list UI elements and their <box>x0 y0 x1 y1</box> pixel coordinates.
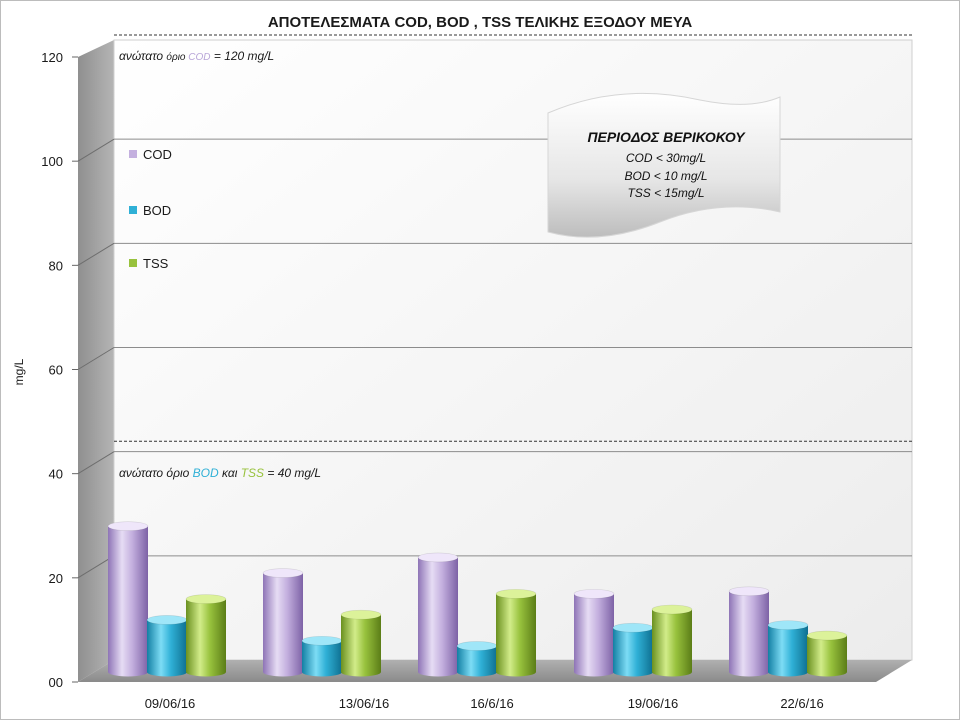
callout-shape <box>547 92 781 238</box>
bar-cod-1 <box>262 568 304 677</box>
bar-body <box>108 526 148 677</box>
callout-line-tss: TSS < 15mg/L <box>627 186 704 200</box>
callout-line-bod: BOD < 10 mg/L <box>624 169 707 183</box>
gridline-side <box>77 347 115 370</box>
callout-title: ΠΕΡΙΟΔΟΣ ΒΕΡΙΚΟΚΟΥ <box>587 129 746 145</box>
y-tick-label: 80 <box>49 258 63 273</box>
x-category-label: 19/06/16 <box>628 696 679 711</box>
bar-body <box>729 591 769 677</box>
bar-cod-0 <box>107 521 149 677</box>
bar-cod-4 <box>728 586 770 677</box>
legend-swatch-cod <box>129 150 137 158</box>
cod-limit-note: ανώτατο όριο COD = 120 mg/L <box>119 49 274 63</box>
y-tick-label: 120 <box>41 50 63 65</box>
legend-label-cod: COD <box>143 147 172 162</box>
bar-tss-0 <box>185 594 227 677</box>
bar-cap <box>107 521 149 531</box>
y-axis-label: mg/L <box>12 358 26 385</box>
bar-body <box>457 645 497 677</box>
bar-bod-4 <box>767 620 809 677</box>
bar-body <box>186 599 226 677</box>
bar-bod-1 <box>301 635 343 677</box>
bar-cap <box>417 552 459 563</box>
bar-cap <box>806 630 848 641</box>
bar-cap <box>185 594 227 604</box>
bar-cap <box>262 568 304 578</box>
bar-cap <box>146 615 188 625</box>
y-tick-label: 60 <box>49 363 63 378</box>
bar-body <box>768 625 808 677</box>
bar-cap <box>612 622 654 633</box>
bars <box>107 521 848 677</box>
gridline-side <box>77 138 115 162</box>
y-tick-label: 100 <box>41 154 63 169</box>
gridline-side <box>77 451 115 475</box>
chart-title: ΑΠΟΤΕΛΕΣΜΑΤΑ COD, BOD , TSS ΤΕΛΙΚΗΣ ΕΞΟΔ… <box>268 14 693 31</box>
callout-box: ΠΕΡΙΟΔΟΣ ΒΕΡΙΚΟΚΟΥ COD < 30mg/L BOD < 10… <box>547 92 781 238</box>
legend-label-tss: TSS <box>143 256 169 271</box>
bar-cap <box>301 635 343 646</box>
bar-bod-0 <box>146 615 188 677</box>
bar-body <box>147 619 187 677</box>
x-category-label: 13/06/16 <box>339 696 390 711</box>
bar-bod-3 <box>612 622 654 677</box>
bar-tss-1 <box>340 609 382 677</box>
y-ticks: 00 20 40 60 80 100 120 <box>41 50 78 690</box>
bar-tss-3 <box>651 604 693 677</box>
bar-cap <box>573 589 615 599</box>
bar-cap <box>767 620 809 630</box>
bar-cod-2 <box>417 552 459 677</box>
legend-swatch-tss <box>129 259 137 267</box>
legend-swatch-bod <box>129 206 137 214</box>
gridline-side <box>77 242 115 266</box>
x-category-label: 22/6/16 <box>780 696 823 711</box>
bar-tss-4 <box>806 630 848 677</box>
bar-body <box>574 593 614 677</box>
x-category-label: 09/06/16 <box>145 696 196 711</box>
bar-body <box>496 593 536 677</box>
bar-body <box>263 573 303 677</box>
y-tick-label: 20 <box>49 571 63 586</box>
y-tick-label: 40 <box>49 467 63 482</box>
bar-tss-2 <box>495 589 537 677</box>
bod-tss-limit-note: ανώτατο όριο BOD και TSS = 40 mg/L <box>119 466 321 480</box>
bar-cap <box>728 586 770 597</box>
bar-cod-3 <box>573 589 615 677</box>
bar-body <box>807 635 847 677</box>
limit-lines <box>114 34 912 442</box>
bar-body <box>613 627 653 677</box>
legend: COD BOD TSS <box>129 147 172 271</box>
x-categories: 09/06/16 13/06/16 16/6/16 19/06/16 22/6/16 <box>145 696 824 711</box>
y-tick-label: 00 <box>49 675 63 690</box>
bar-cap <box>495 589 537 599</box>
callout-line-cod: COD < 30mg/L <box>626 151 706 165</box>
bar-body <box>652 609 692 677</box>
bar-body <box>418 557 458 677</box>
bar-body <box>302 640 342 677</box>
bar-cap <box>651 604 693 615</box>
bar-cap <box>340 609 382 620</box>
x-category-label: 16/6/16 <box>470 696 513 711</box>
bar-cap <box>456 641 498 651</box>
back-wall <box>113 39 913 661</box>
side-wall <box>78 40 114 682</box>
legend-label-bod: BOD <box>143 203 171 218</box>
bar-bod-2 <box>456 641 498 677</box>
bar-body <box>341 614 381 677</box>
